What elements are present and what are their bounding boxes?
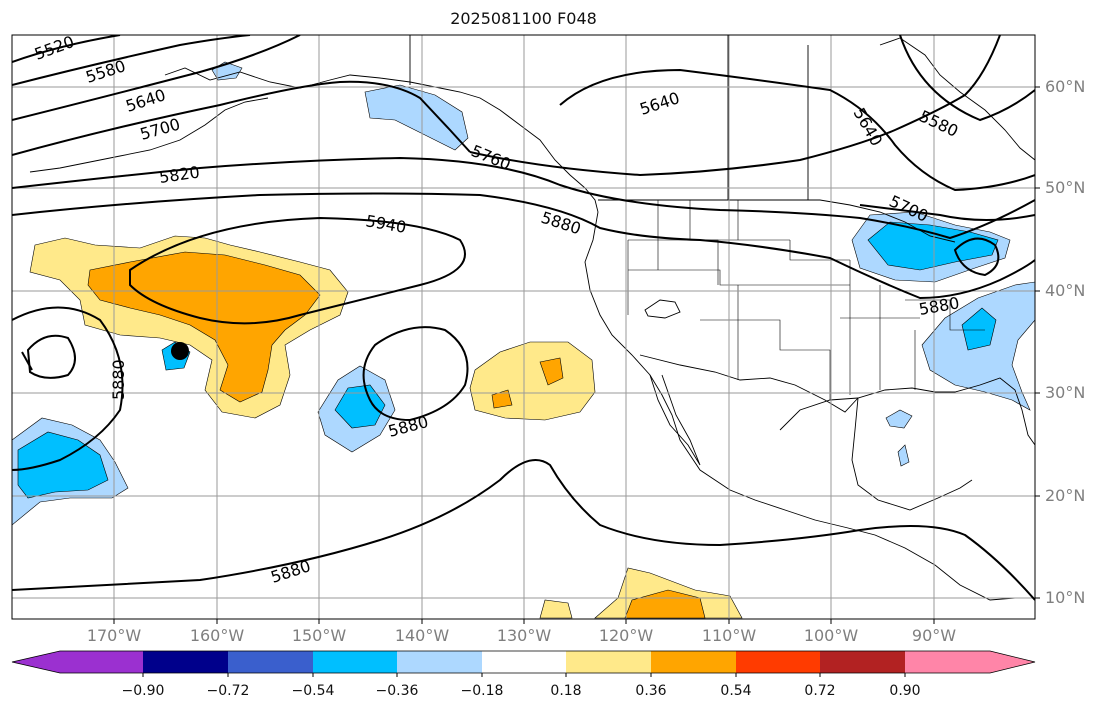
contour-5640-east xyxy=(559,68,1035,192)
height-contours xyxy=(12,35,1035,601)
positive-anomaly-east-pacific-inner xyxy=(491,357,564,409)
colorbar-segment-8 xyxy=(736,651,820,673)
colorbar-outline xyxy=(11,650,1036,674)
colorbar-tick-label: 0.54 xyxy=(720,683,752,699)
longitude-label: 150°W xyxy=(291,626,347,645)
mexico-gulf-coast xyxy=(851,397,973,511)
contour-5880-small-loop xyxy=(26,334,76,379)
longitude-label: 170°W xyxy=(86,626,142,645)
colorbar xyxy=(11,650,1036,677)
anomaly-fills xyxy=(12,61,1035,619)
contour-great-lakes-low xyxy=(953,237,1000,277)
latitude-label: 10°N xyxy=(1045,588,1086,607)
colorbar-segment-3 xyxy=(313,651,397,673)
state-borders xyxy=(627,200,985,400)
colorbar-segment-7 xyxy=(651,651,736,673)
canada-us-border xyxy=(598,199,956,243)
contour-label: 5880 xyxy=(109,359,128,400)
colorbar-segment-6 xyxy=(566,651,651,673)
colorbar-tick-label: −0.18 xyxy=(460,683,504,699)
colorbar-segment-4 xyxy=(397,651,482,673)
contour-pacific-inner-low xyxy=(21,351,33,371)
colorbar-segment-2 xyxy=(228,651,313,673)
contour-5880-west xyxy=(12,306,124,471)
negative-anomaly-central-inner xyxy=(334,384,386,429)
colorbar-segment-10 xyxy=(905,651,1035,673)
baja-california xyxy=(649,374,701,466)
map-title: 2025081100 F048 xyxy=(450,9,597,28)
contour-5820 xyxy=(12,156,1035,240)
contour-5580 xyxy=(12,35,251,86)
lake-in-nevada xyxy=(644,299,681,319)
colorbar-tick-label: −0.36 xyxy=(375,683,419,699)
negative-anomaly-west-pacific-inner xyxy=(17,431,109,499)
contour-5700-east xyxy=(859,204,1035,221)
colorbar-tick-label: 0.18 xyxy=(550,683,582,699)
latitude-label: 30°N xyxy=(1045,383,1086,402)
contour-5880-north xyxy=(12,192,1035,300)
colorbar-segment-5 xyxy=(482,651,566,673)
contour-5580-east xyxy=(899,35,1035,122)
contour-5880-south xyxy=(12,459,1035,601)
gulf-coast xyxy=(779,377,1035,446)
hudson-bay-region xyxy=(879,37,1035,161)
colorbar-tick-label: 0.90 xyxy=(889,683,921,699)
longitude-label: 130°W xyxy=(496,626,552,645)
latitude-label: 20°N xyxy=(1045,486,1086,505)
colorbar-tick-label: −0.90 xyxy=(121,683,165,699)
contour-5760 xyxy=(469,35,1001,177)
contour-5880-loop-east xyxy=(362,326,469,422)
colorbar-segment-1 xyxy=(143,651,228,673)
us-mexico-border xyxy=(639,354,859,413)
axis-ticks xyxy=(113,86,1040,624)
negative-anomaly-great-lakes-inner xyxy=(867,221,999,271)
negative-anomaly-southeast-inner xyxy=(961,307,997,351)
contour-5940 xyxy=(129,216,466,325)
west-coast-north-america xyxy=(584,211,1035,601)
longitude-label: 120°W xyxy=(598,626,654,645)
contour-5520 xyxy=(12,35,121,63)
contour-5700-west xyxy=(12,80,471,156)
colorbar-tick-label: 0.72 xyxy=(804,683,836,699)
positive-anomaly-north-pacific-inner xyxy=(87,251,321,403)
positive-anomaly-tropical-inner xyxy=(624,589,706,619)
alaska-coastline xyxy=(164,67,599,213)
longitude-label: 160°W xyxy=(189,626,245,645)
latitude-label: 50°N xyxy=(1045,178,1086,197)
latitude-label: 60°N xyxy=(1045,77,1086,96)
longitude-label: 90°W xyxy=(911,626,957,645)
colorbar-tick-label: 0.36 xyxy=(635,683,667,699)
storm-marker xyxy=(171,342,189,360)
longitude-label: 100°W xyxy=(803,626,859,645)
colorbar-tick-label: −0.54 xyxy=(291,683,335,699)
contour-5640-west xyxy=(12,35,301,121)
coastlines xyxy=(29,35,1035,601)
aleutian-islands xyxy=(29,97,269,173)
colorbar-tick-label: −0.72 xyxy=(206,683,250,699)
longitude-label: 110°W xyxy=(701,626,757,645)
colorbar-segment-9 xyxy=(820,651,905,673)
colorbar-segment-0 xyxy=(12,651,143,673)
latitude-label: 40°N xyxy=(1045,281,1086,300)
longitude-label: 140°W xyxy=(394,626,450,645)
negative-anomaly-gulf-small xyxy=(885,409,913,467)
